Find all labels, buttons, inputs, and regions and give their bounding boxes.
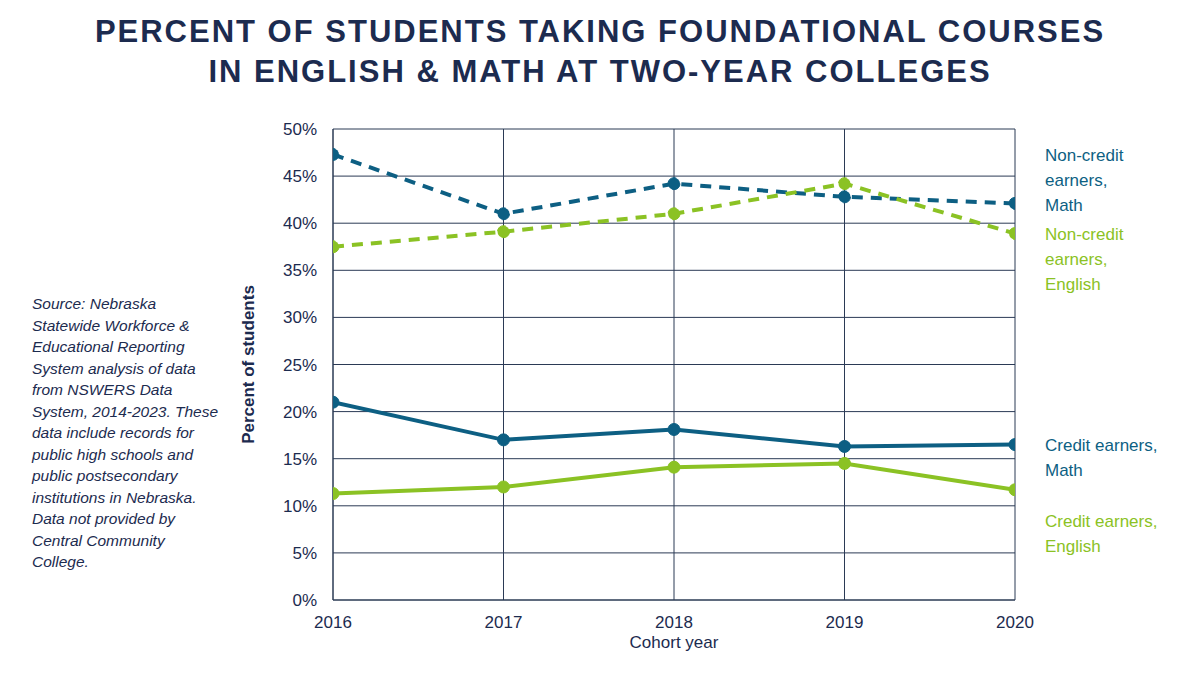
svg-text:2019: 2019 [826,613,864,632]
svg-text:Cohort year: Cohort year [630,633,719,652]
svg-text:45%: 45% [283,167,317,186]
svg-text:10%: 10% [283,497,317,516]
svg-text:0%: 0% [292,591,317,610]
svg-text:2020: 2020 [996,613,1034,632]
svg-text:20%: 20% [283,403,317,422]
svg-text:40%: 40% [283,214,317,233]
svg-text:2018: 2018 [655,613,693,632]
html-text:IN ENGLISH & MATH AT TWO-YEAR: IN ENGLISH & MATH AT TWO-YEAR COLLEGES [208,54,992,89]
svg-text:15%: 15% [283,450,317,469]
svg-text:Credit earners,Math: Credit earners,Math [1045,435,1157,479]
svg-text:Non-creditearners,English: Non-creditearners,English [1045,224,1124,293]
svg-text:25%: 25% [283,356,317,375]
html-text:Source: Nebraska Statewide Wor: Source: Nebraska Statewide Workforce & E… [32,295,219,570]
svg-text:50%: 50% [283,120,317,139]
svg-text:2017: 2017 [485,613,523,632]
html-text:PERCENT OF STUDENTS TAKING FOU: PERCENT OF STUDENTS TAKING FOUNDATIONAL … [94,14,1106,49]
svg-text:5%: 5% [292,544,317,563]
svg-text:Non-creditearners,Math: Non-creditearners,Math [1045,146,1124,215]
svg-text:Percent of students: Percent of students [239,285,258,444]
svg-text:35%: 35% [283,261,317,280]
svg-text:2016: 2016 [314,613,352,632]
svg-text:30%: 30% [283,308,317,327]
svg-text:Credit earners,English: Credit earners,English [1045,511,1157,555]
